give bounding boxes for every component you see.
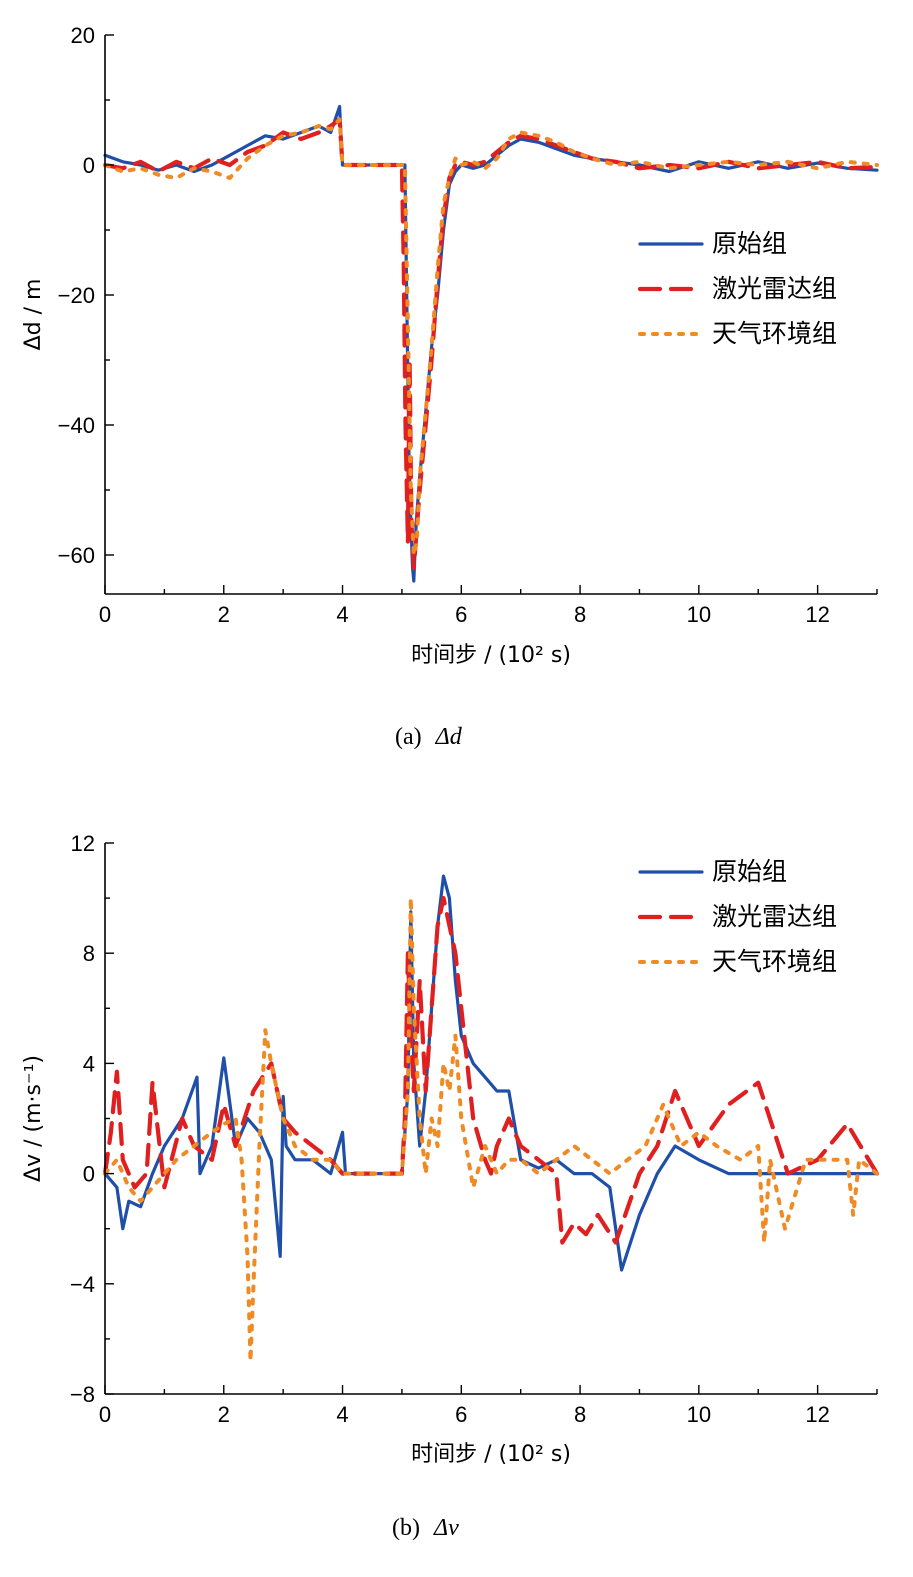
x-tick-label: 2 bbox=[218, 1402, 230, 1427]
x-tick-label: 4 bbox=[336, 602, 348, 627]
panel-caption: (a) Δd bbox=[395, 724, 463, 750]
series-line-2 bbox=[103, 896, 879, 1363]
y-tick-label: 20 bbox=[71, 23, 95, 48]
caption-prefix: (a) bbox=[395, 724, 422, 750]
x-tick-label: 0 bbox=[99, 602, 111, 627]
series-line-0 bbox=[103, 874, 879, 1272]
x-tick-label: 12 bbox=[805, 1402, 829, 1427]
series-group bbox=[102, 874, 880, 1363]
x-tick-label: 10 bbox=[687, 1402, 711, 1427]
y-tick-label: 8 bbox=[83, 941, 95, 966]
y-tick-label: −20 bbox=[58, 283, 95, 308]
x-tick-label: 2 bbox=[218, 602, 230, 627]
y-tick-label: −40 bbox=[58, 413, 95, 438]
y-tick-label: 4 bbox=[83, 1051, 95, 1076]
y-axis-title: Δd / m bbox=[21, 279, 46, 351]
series-line-2 bbox=[103, 117, 879, 557]
legend-label-1: 激光雷达组 bbox=[712, 902, 837, 931]
panel-b-delta-v: 0 2 4 6 8 10 12 −8 −4 0 4 8 12 时间步 / (10² s) Δv / (m·s… bbox=[21, 831, 880, 1541]
x-tick-label: 6 bbox=[455, 1402, 467, 1427]
y-axis-title: Δv / (m·s⁻¹) bbox=[21, 1055, 46, 1182]
y-tick-label: 0 bbox=[83, 153, 95, 178]
caption-variable: Δv bbox=[433, 1515, 459, 1541]
x-axis-title: 时间步 / (10² s) bbox=[411, 1442, 571, 1467]
x-tick-label: 4 bbox=[336, 1402, 348, 1427]
y-tick-label: −8 bbox=[70, 1382, 95, 1407]
legend-label-0: 原始组 bbox=[712, 857, 787, 886]
caption-prefix: (b) bbox=[392, 1515, 420, 1541]
legend-label-0: 原始组 bbox=[712, 229, 787, 258]
x-tick-label: 10 bbox=[687, 602, 711, 627]
y-tick-label: 12 bbox=[71, 831, 95, 856]
x-tick-label: 6 bbox=[455, 602, 467, 627]
y-tick-label: −60 bbox=[58, 543, 95, 568]
panel-caption: (b) Δv bbox=[392, 1515, 459, 1541]
y-tick-label: 0 bbox=[83, 1162, 95, 1187]
legend-label-2: 天气环境组 bbox=[712, 319, 837, 348]
x-axis-title: 时间步 / (10² s) bbox=[411, 643, 571, 668]
x-tick-label: 8 bbox=[574, 602, 586, 627]
caption-variable: Δd bbox=[435, 724, 463, 750]
legend-label-1: 激光雷达组 bbox=[712, 274, 837, 303]
series-line-1 bbox=[102, 896, 880, 1245]
legend-label-2: 天气环境组 bbox=[712, 947, 837, 976]
x-tick-label: 8 bbox=[574, 1402, 586, 1427]
series-group bbox=[102, 104, 880, 583]
x-tick-label: 0 bbox=[99, 1402, 111, 1427]
x-tick-label: 12 bbox=[805, 602, 829, 627]
y-tick-label: −4 bbox=[70, 1272, 95, 1297]
panel-a-delta-d: 0 2 4 6 8 10 12 −60 −40 −20 0 20 时间步 / (10² s) Δd / m… bbox=[21, 23, 880, 750]
